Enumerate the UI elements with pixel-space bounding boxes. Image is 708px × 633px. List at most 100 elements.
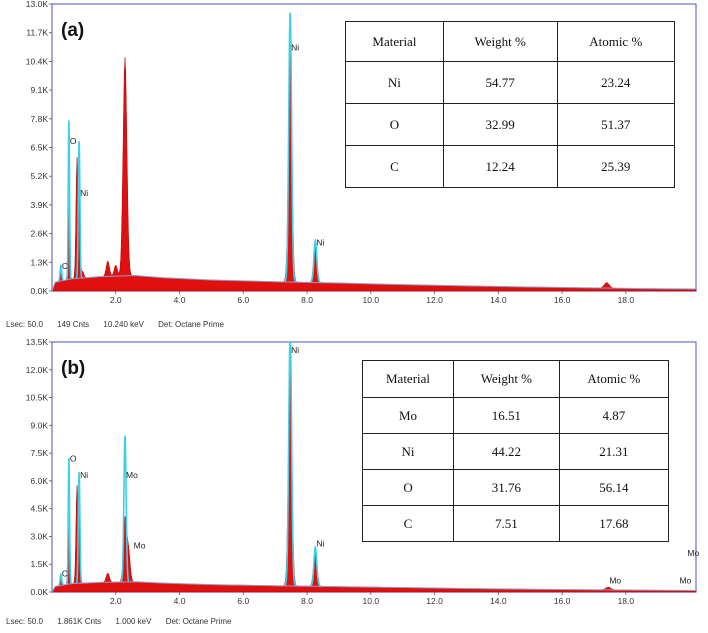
table-row: C 12.24 25.39	[345, 145, 675, 188]
panel-label: (b)	[61, 358, 85, 379]
cell-atomic: 17.68	[558, 505, 670, 542]
y-tick-label: 10.4K	[26, 56, 49, 66]
spectrum-cyan-peak	[75, 472, 83, 585]
x-tick-label: 12.0	[426, 295, 443, 305]
spectrum-cyan-peak	[309, 545, 322, 588]
y-tick-label: 1.3K	[31, 257, 49, 267]
cell-atomic: 21.31	[558, 433, 670, 470]
x-tick-label: 10.0	[363, 596, 380, 606]
spectrum-cyan-peak	[120, 435, 130, 583]
table-row: Ni 44.22 21.31	[361, 433, 670, 470]
element-label: Ni	[80, 188, 88, 198]
x-tick-label: 18.0	[618, 596, 635, 606]
element-label: Ni	[80, 470, 88, 480]
element-label: Ni	[291, 345, 299, 355]
header-weight: Weight %	[442, 21, 558, 62]
y-tick-label: 13.5K	[26, 337, 49, 347]
status-kev: 10.240 keV	[103, 320, 144, 329]
y-tick-label: 10.5K	[26, 393, 49, 403]
y-tick-label: 13.0K	[26, 0, 49, 9]
spectrum-cyan-peak	[75, 141, 83, 280]
spectrum-cyan-peak	[284, 12, 297, 283]
status-kev: 1.000 keV	[115, 617, 152, 626]
y-tick-label: 2.6K	[31, 229, 49, 239]
element-label: Mo	[126, 470, 138, 480]
x-tick-label: 8.0	[301, 596, 313, 606]
table-row: Ni 54.77 23.24	[345, 61, 675, 104]
cell-atomic: 51.37	[556, 103, 675, 146]
panel-label: (a)	[61, 20, 84, 41]
y-tick-label: 7.8K	[31, 114, 49, 124]
element-label: C	[62, 261, 68, 271]
cell-material: Mo	[361, 397, 455, 434]
spectrum-cyan-peak	[65, 120, 72, 281]
header-weight: Weight %	[453, 360, 560, 398]
y-tick-label: 7.5K	[31, 448, 49, 458]
table-header-row: Material Weight % Atomic %	[345, 21, 675, 62]
cell-material: C	[361, 505, 455, 542]
cell-weight: 7.51	[453, 505, 560, 542]
header-material: Material	[345, 21, 444, 62]
x-tick-label: 16.0	[554, 295, 571, 305]
cell-weight: 16.51	[453, 397, 560, 434]
composition-table-a: Material Weight % Atomic % Ni 54.77 23.2…	[345, 21, 675, 188]
spectrum-cyan-peak	[284, 341, 297, 587]
y-tick-label: 4.5K	[31, 504, 49, 514]
x-tick-label: 18.0	[618, 295, 635, 305]
status-bar-a: Lsec: 50.0 149 Cnts 10.240 keV Det: Octa…	[6, 320, 236, 329]
cell-atomic: 25.39	[556, 145, 675, 188]
y-tick-label: 1.5K	[31, 559, 49, 569]
y-tick-label: 3.9K	[31, 200, 49, 210]
x-tick-label: 10.0	[363, 295, 380, 305]
y-tick-label: 9.0K	[31, 420, 49, 430]
x-tick-label: 14.0	[490, 295, 507, 305]
x-tick-label: 12.0	[426, 596, 443, 606]
status-lsec: Lsec: 50.0	[6, 617, 43, 626]
element-label: Ni	[316, 539, 324, 549]
header-atomic: Atomic %	[556, 21, 675, 62]
x-tick-label: 4.0	[174, 295, 186, 305]
background-line	[51, 275, 697, 292]
header-material: Material	[361, 360, 455, 398]
element-label: Mo	[134, 540, 146, 550]
cell-weight: 44.22	[453, 433, 560, 470]
element-label: Ni	[291, 42, 299, 52]
cell-weight: 32.99	[442, 103, 558, 146]
element-label: Mo	[687, 548, 699, 558]
x-tick-label: 16.0	[554, 596, 571, 606]
status-detector: Det: Octane Prime	[165, 617, 232, 626]
table-row: C 7.51 17.68	[361, 505, 670, 542]
y-tick-label: 11.7K	[26, 28, 48, 38]
spectrum-panel-b: 0.0K 1.5K 3.0K 4.5K 6.0K 7.5K 9.0K 10.5K 12.0K 13…	[0, 336, 708, 633]
x-tick-label: 2.0	[110, 596, 122, 606]
y-tick-label: 6.5K	[31, 143, 49, 153]
y-tick-label: 0.0K	[31, 286, 49, 296]
element-label: O	[70, 136, 77, 146]
cell-material: Ni	[361, 433, 455, 470]
table-row: O 31.76 56.14	[361, 469, 670, 506]
x-tick-label: 2.0	[110, 295, 122, 305]
x-tick-label: 6.0	[237, 596, 249, 606]
cell-weight: 31.76	[453, 469, 560, 506]
cell-weight: 54.77	[442, 61, 558, 104]
x-tick-label: 6.0	[237, 295, 249, 305]
status-counts: 1.861K Cnts	[57, 617, 102, 626]
status-detector: Det: Octane Prime	[158, 320, 224, 329]
cell-weight: 12.24	[442, 145, 558, 188]
element-label: C	[62, 568, 68, 578]
y-tick-label: 12.0K	[26, 365, 49, 375]
cell-atomic: 4.87	[558, 397, 670, 434]
composition-table-b: Material Weight % Atomic % Mo 16.51 4.87…	[361, 360, 670, 542]
cell-material: Ni	[345, 61, 444, 104]
header-atomic: Atomic %	[558, 360, 670, 398]
status-counts: 149 Cnts	[57, 320, 90, 329]
spectrum-panel-a: 0.0K 1.3K 2.6K 3.9K 5.2K 6.5K 7.8K 9.1K 10.4K 11.…	[6, 0, 697, 329]
spectrum-cyan-peak	[65, 458, 72, 586]
y-tick-label: 3.0K	[31, 531, 49, 541]
x-tick-label: 8.0	[301, 295, 313, 305]
status-bar-b: Lsec: 50.0 1.861K Cnts 1.000 keV Det: Oc…	[6, 617, 244, 626]
table-row: Mo 16.51 4.87	[361, 397, 670, 434]
x-tick-label: 4.0	[174, 596, 186, 606]
element-label: Mo	[679, 576, 691, 586]
table-header-row: Material Weight % Atomic %	[361, 360, 670, 398]
